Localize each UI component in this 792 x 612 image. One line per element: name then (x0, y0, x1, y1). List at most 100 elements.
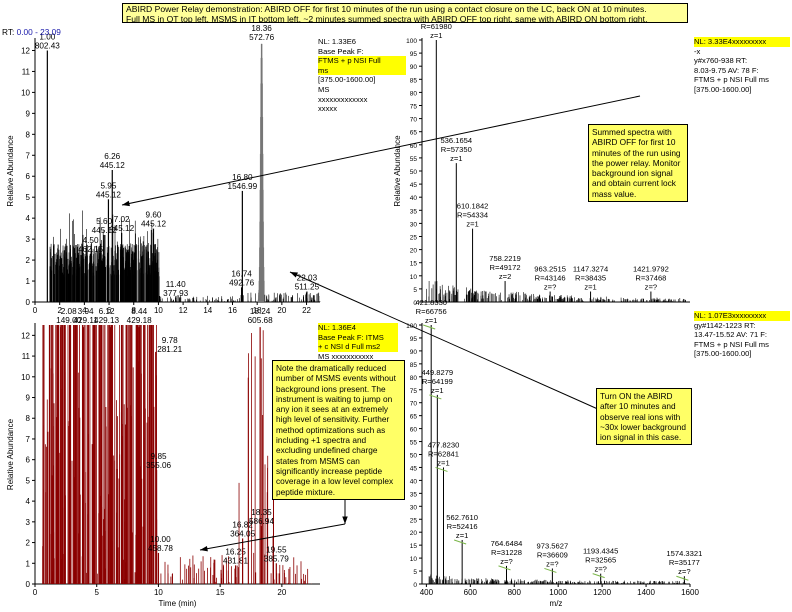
x-tick-label: 4 (82, 306, 87, 315)
x-axis-label: Time (min) (159, 599, 197, 608)
x-tick-label: 1400 (637, 588, 655, 597)
y-tick-label: 6 (26, 456, 31, 465)
peak-label: z=1 (430, 31, 442, 40)
y-tick-label: 10 (21, 373, 30, 382)
peak-label: 4.50 (83, 236, 99, 245)
y-tick-label: 8 (26, 414, 31, 423)
y-tick-label: 3 (26, 235, 31, 244)
y-tick-label: 1 (26, 277, 31, 286)
peak-label: 605.68 (248, 316, 273, 325)
y-tick-label: 12 (21, 46, 30, 55)
charge-marker (453, 539, 467, 545)
peak-label: 429.18 (127, 316, 152, 325)
peak-label: z=1 (425, 316, 437, 325)
meta-line: -x (694, 46, 701, 56)
peak-label: 449.8279 (421, 368, 453, 377)
meta-line: gy#1142-1223 RT: (694, 320, 756, 330)
x-tick-label: 0 (33, 588, 38, 597)
y-tick-label: 90 (410, 64, 418, 71)
y-tick-label: 40 (410, 478, 418, 485)
y-tick-label: 75 (410, 388, 418, 395)
peak-label: 18.24 (250, 307, 271, 316)
peak-label: 764.6484 (491, 539, 523, 548)
peak-label: 149.00 (56, 316, 81, 325)
peak-label: 445.12 (96, 190, 121, 199)
peak-label: R=62841 (428, 449, 459, 458)
x-tick-label: 1600 (681, 588, 699, 597)
peak-label: 6.26 (104, 152, 120, 161)
note-msms: Note the dramatically reduced number of … (272, 360, 405, 500)
meta-line: NL: 1.07E3xxxxxxxxx (694, 311, 790, 321)
y-tick-label: 45 (410, 465, 418, 472)
meta-bottom-right: NL: 1.07E3xxxxxxxxx gy#1142-1223 RT: 13.47… (694, 311, 790, 359)
x-tick-label: 1000 (549, 588, 567, 597)
y-tick-label: 15 (410, 543, 418, 550)
y-tick-label: 25 (410, 235, 418, 242)
x-tick-label: 8 (132, 306, 137, 315)
peak-label: R=37468 (635, 274, 666, 283)
arrow-msms (199, 523, 346, 551)
y-tick-label: 5 (413, 287, 417, 294)
peak-label: 445.12 (92, 226, 117, 235)
meta-line: FTMS + p NSI Full (318, 56, 406, 66)
peak-label: z=? (500, 557, 512, 566)
peak-label: z=? (544, 283, 556, 292)
y-tick-label: 8 (26, 130, 31, 139)
peak-label: z=1 (466, 220, 478, 229)
peak-label: 421.8330 (415, 298, 447, 307)
arrow-summed-off (121, 95, 641, 206)
peak-label: 9.60 (146, 211, 162, 220)
meta-line: NL: 1.36E4 (318, 323, 398, 333)
y-axis-label: Relative Abundance (393, 135, 402, 207)
peak-label: R=36609 (537, 550, 568, 559)
peak-label: 22.03 (297, 274, 318, 283)
y-tick-label: 65 (410, 130, 418, 137)
peak-label: 2.08 (61, 307, 77, 316)
peak-label: 11.40 (166, 280, 186, 289)
peak-label: z=1 (456, 531, 468, 540)
x-tick-label: 400 (420, 588, 434, 597)
note-turn-on: Turn ON the ABIRD after 10 minutes and o… (596, 388, 692, 446)
y-tick-label: 35 (410, 208, 418, 215)
peak-label: 963.2515 (534, 265, 566, 274)
peak-label: 1421.9792 (633, 265, 669, 274)
meta-line: [375.00-1600.00] (694, 349, 752, 359)
meta-line: Base Peak F: (318, 46, 364, 56)
y-tick-label: 9 (26, 109, 31, 118)
arrow-turn-on (289, 271, 601, 411)
meta-line: xxxxxxxxxxxxx (318, 94, 368, 104)
y-tick-label: 60 (410, 143, 418, 150)
y-tick-label: 12 (21, 331, 30, 340)
peak-label: 16.25 (225, 547, 246, 556)
x-tick-label: 6 (107, 306, 112, 315)
y-tick-label: 80 (410, 375, 418, 382)
y-tick-label: 0 (26, 298, 31, 307)
y-tick-label: 95 (410, 51, 418, 58)
y-tick-label: 3 (26, 518, 31, 527)
y-tick-label: 50 (410, 169, 418, 176)
peak-label: z=? (546, 559, 558, 568)
peak-label: 1193.4345 (583, 547, 618, 556)
peak-label: 1.00 (39, 32, 55, 41)
y-tick-label: 10 (410, 556, 418, 563)
charge-marker (592, 573, 605, 579)
y-tick-label: 80 (410, 90, 418, 97)
y-tick-label: 100 (406, 38, 417, 45)
y-tick-label: 11 (22, 352, 31, 361)
y-tick-label: 10 (410, 274, 418, 281)
y-tick-label: 0 (26, 580, 31, 589)
peak-label: 7.02 (114, 215, 130, 224)
y-tick-label: 50 (410, 453, 418, 460)
peak-label: 511.25 (295, 283, 320, 292)
meta-line: 13.47-15.52 AV: 71 F: (694, 330, 768, 340)
peak-label: z=2 (499, 272, 511, 281)
peak-label: 477.8230 (428, 440, 460, 449)
peak-label: 385.79 (264, 554, 289, 563)
x-tick-label: 15 (216, 588, 225, 597)
x-tick-label: 12 (179, 306, 188, 315)
meta-line: MS xxxxxxxxxxx (318, 351, 374, 361)
peak-label: 1147.3274 (573, 265, 608, 274)
peak-label: 18.35 (251, 508, 272, 517)
y-tick-label: 2 (26, 539, 31, 548)
meta-bottom-left: NL: 1.36E4 Base Peak F: ITMS + c NSI d Ful… (318, 323, 398, 361)
